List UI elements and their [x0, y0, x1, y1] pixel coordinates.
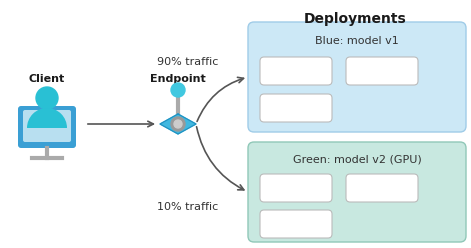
Text: 10% traffic: 10% traffic — [157, 202, 218, 212]
FancyBboxPatch shape — [248, 22, 466, 132]
Circle shape — [171, 83, 185, 97]
Text: 90% traffic: 90% traffic — [157, 57, 218, 67]
Circle shape — [36, 87, 58, 109]
Text: Fs2V2: Fs2V2 — [279, 103, 313, 113]
Text: Endpoint: Endpoint — [150, 74, 206, 84]
Text: NC6V3: NC6V3 — [277, 219, 315, 229]
Text: Blue: model v1: Blue: model v1 — [315, 36, 399, 46]
Text: Green: model v2 (GPU): Green: model v2 (GPU) — [292, 154, 422, 164]
FancyBboxPatch shape — [260, 210, 332, 238]
FancyBboxPatch shape — [260, 57, 332, 85]
Circle shape — [174, 120, 182, 128]
FancyBboxPatch shape — [260, 94, 332, 122]
Text: NC6V3: NC6V3 — [363, 183, 401, 193]
Text: Fs2V2: Fs2V2 — [279, 66, 313, 76]
Text: Client: Client — [29, 74, 65, 84]
Wedge shape — [27, 108, 67, 128]
FancyBboxPatch shape — [346, 174, 418, 202]
Text: NC6V3: NC6V3 — [277, 183, 315, 193]
Polygon shape — [160, 114, 196, 134]
FancyBboxPatch shape — [18, 106, 76, 148]
FancyBboxPatch shape — [23, 110, 71, 142]
FancyBboxPatch shape — [260, 174, 332, 202]
Text: Fs2V2: Fs2V2 — [365, 66, 399, 76]
FancyBboxPatch shape — [248, 142, 466, 242]
Circle shape — [171, 117, 185, 131]
FancyBboxPatch shape — [346, 57, 418, 85]
Text: Deployments: Deployments — [304, 12, 406, 26]
